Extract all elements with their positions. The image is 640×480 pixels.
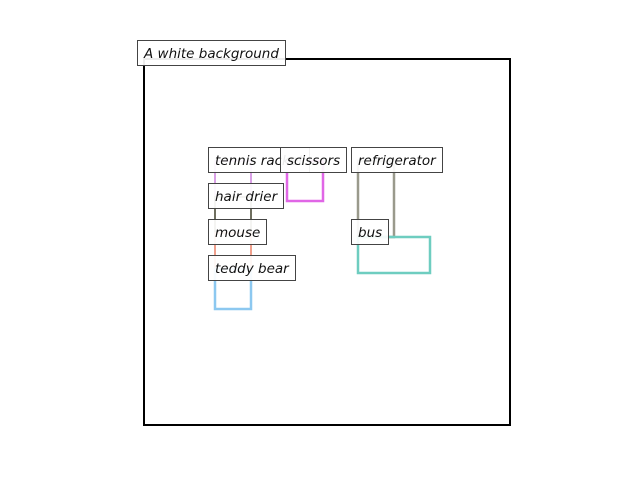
- teddy-bear-label: teddy bear: [208, 255, 296, 281]
- mouse-label: mouse: [208, 219, 268, 245]
- scene-frame: [143, 58, 511, 426]
- bus-label: bus: [351, 219, 390, 245]
- scissors-label: scissors: [280, 147, 348, 173]
- caption-label: A white background: [137, 40, 286, 66]
- bus-box: [356, 235, 432, 275]
- hair-drier-label: hair drier: [208, 183, 285, 209]
- refrigerator-label: refrigerator: [351, 147, 443, 173]
